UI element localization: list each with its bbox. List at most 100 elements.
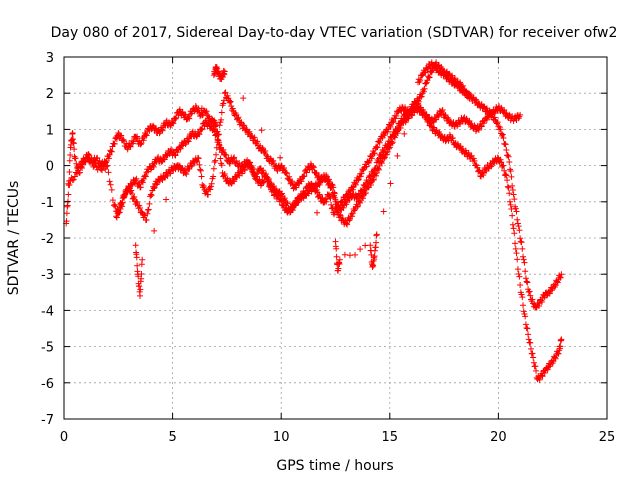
data-point	[419, 90, 426, 97]
data-point	[491, 114, 498, 121]
data-point	[136, 283, 143, 290]
data-point	[331, 189, 338, 196]
y-tick-label: 2	[46, 87, 54, 102]
data-point	[388, 140, 395, 147]
data-point	[520, 256, 527, 263]
data-point	[137, 286, 144, 293]
data-point	[480, 120, 487, 127]
data-point	[133, 134, 140, 141]
data-point	[474, 164, 481, 171]
data-point	[336, 256, 343, 263]
data-point	[556, 274, 563, 281]
data-point	[320, 172, 327, 179]
data-point	[349, 213, 356, 220]
data-point	[263, 176, 270, 183]
data-point	[172, 152, 179, 159]
data-point	[387, 180, 394, 187]
x-axis-label: GPS time / hours	[276, 458, 393, 474]
data-point	[533, 367, 540, 374]
data-point	[333, 205, 340, 212]
data-point	[66, 181, 73, 188]
data-point	[439, 107, 446, 114]
data-point	[538, 372, 545, 379]
data-point	[221, 68, 228, 75]
data-point	[341, 251, 348, 258]
data-point	[428, 59, 435, 66]
data-point	[522, 275, 529, 282]
data-point	[270, 157, 277, 164]
data-point	[199, 125, 206, 132]
data-point	[506, 158, 513, 165]
data-point	[247, 164, 254, 171]
data-point	[357, 199, 364, 206]
data-point	[522, 268, 529, 275]
data-point	[488, 163, 495, 170]
data-point	[557, 343, 564, 350]
data-point	[535, 303, 542, 310]
data-point	[367, 242, 374, 249]
data-point	[189, 162, 196, 169]
data-point	[416, 105, 423, 112]
data-point	[241, 122, 248, 129]
data-point	[215, 137, 222, 144]
data-point	[555, 350, 562, 357]
data-point	[99, 167, 106, 174]
data-point	[215, 131, 222, 138]
data-point	[394, 152, 401, 159]
data-point	[337, 206, 344, 213]
data-point	[232, 173, 239, 180]
data-point	[522, 321, 529, 328]
data-point	[118, 203, 125, 210]
data-point	[502, 141, 509, 148]
data-point	[502, 171, 509, 178]
data-point	[223, 152, 230, 159]
data-point	[273, 186, 280, 193]
data-point	[153, 181, 160, 188]
data-point	[133, 175, 140, 182]
data-point	[372, 170, 379, 177]
data-point	[434, 65, 441, 72]
data-point	[277, 154, 284, 161]
data-point	[368, 155, 375, 162]
data-point	[300, 195, 307, 202]
data-point	[433, 64, 440, 71]
data-point	[483, 168, 490, 175]
data-point	[177, 145, 184, 152]
data-point	[508, 173, 515, 180]
data-point	[509, 212, 516, 219]
data-point	[221, 90, 228, 97]
data-point	[354, 203, 361, 210]
data-point	[150, 162, 157, 169]
data-point	[281, 164, 288, 171]
data-point	[185, 138, 192, 145]
data-point	[118, 132, 125, 139]
data-point	[229, 105, 236, 112]
data-point	[247, 165, 254, 172]
data-point	[360, 195, 367, 202]
data-point	[102, 166, 109, 173]
data-point	[113, 213, 120, 220]
data-point	[241, 166, 248, 173]
data-point	[167, 170, 174, 177]
data-point	[530, 359, 537, 366]
data-point	[521, 259, 528, 266]
data-point	[142, 172, 149, 179]
data-point	[332, 196, 339, 203]
data-point	[195, 155, 202, 162]
data-point	[330, 193, 337, 200]
data-point	[441, 72, 448, 79]
data-point	[445, 116, 452, 123]
x-tick-label: 15	[382, 430, 399, 445]
data-point	[457, 121, 464, 128]
data-point	[117, 206, 124, 213]
data-point	[74, 170, 81, 177]
data-point	[210, 165, 217, 172]
data-point	[284, 200, 291, 207]
data-point	[207, 183, 214, 190]
data-point	[265, 183, 272, 190]
data-point	[111, 140, 118, 147]
data-point	[515, 271, 522, 278]
data-point	[218, 162, 225, 169]
data-point	[210, 173, 217, 180]
data-point	[467, 93, 474, 100]
